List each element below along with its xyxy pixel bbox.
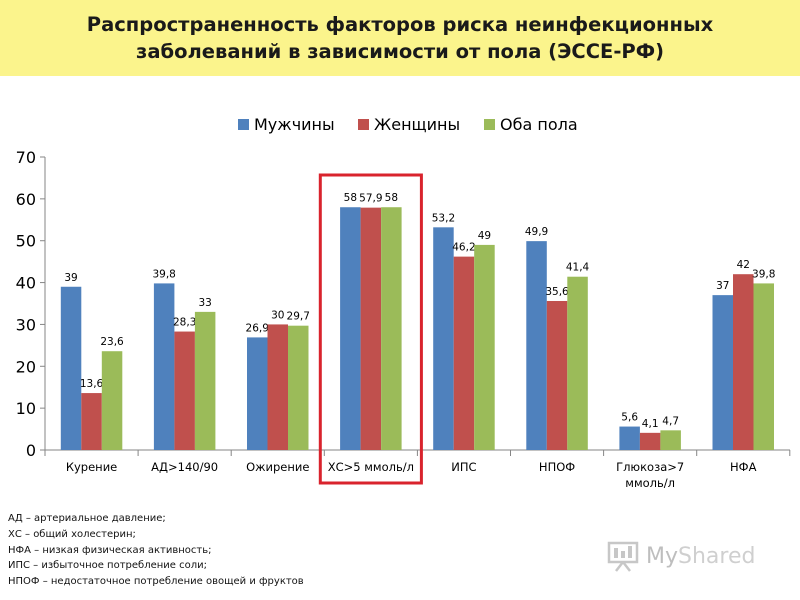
bar: [546, 300, 568, 450]
bar: [81, 393, 102, 450]
data-label: 58: [385, 192, 398, 204]
bar: [194, 311, 216, 450]
bar: [453, 256, 475, 450]
data-label: 26,9: [246, 322, 269, 334]
chart-title-line-2: заболеваний в зависимости от пола (ЭССЕ-…: [136, 40, 664, 63]
data-label: 13,6: [80, 378, 104, 390]
bar: [639, 432, 661, 450]
footnote: АД – артериальное давление;: [8, 513, 166, 524]
footnotes: АД – артериальное давление; ХС – общий х…: [8, 511, 304, 590]
data-label: 37: [716, 280, 729, 292]
footnote: ИПС – избыточное потребление соли;: [8, 560, 207, 572]
data-label: 29,7: [287, 311, 310, 323]
bar: [288, 325, 309, 450]
legend-swatch: [484, 119, 495, 130]
footnote: ХС – общий холестерин;: [8, 528, 136, 540]
chart-title-line-1: Распространенность факторов риска неинфе…: [86, 13, 714, 36]
data-label: 39,8: [752, 268, 775, 280]
bar: [567, 276, 588, 450]
x-tick-label: АД>140/90: [151, 460, 218, 474]
y-tick-label: 10: [16, 399, 36, 418]
y-tick-label: 40: [16, 274, 36, 293]
data-label: 33: [198, 297, 211, 309]
y-tick-label: 0: [26, 441, 36, 460]
y-tick-label: 20: [16, 357, 36, 376]
bar: [340, 207, 361, 450]
footnote: НФА – низкая физическая активность;: [8, 544, 212, 556]
y-tick-label: 50: [16, 232, 36, 251]
x-tick-label: ХС>5 ммоль/л: [328, 460, 414, 474]
watermark-text-shared: Shared: [678, 543, 756, 569]
y-tick-label: 60: [16, 190, 36, 209]
bar: [247, 337, 268, 450]
x-tick-label: НФА: [730, 460, 757, 474]
x-tick-label: ммоль/л: [625, 476, 675, 490]
highlight-frame: [318, 173, 423, 485]
bar: [60, 286, 82, 450]
legend-label: Оба пола: [500, 115, 578, 134]
data-label: 35,6: [545, 286, 569, 298]
data-label: 4,7: [662, 415, 679, 427]
bar: [101, 351, 123, 450]
footnote: НПОФ – недостаточное потребление овощей …: [8, 576, 304, 588]
bar: [619, 426, 640, 450]
bar: [733, 274, 754, 450]
data-label: 39: [64, 272, 77, 284]
x-tick-label: Курение: [66, 460, 117, 474]
x-tick-label: НПОФ: [539, 460, 575, 474]
bar: [474, 244, 495, 450]
legend-swatch: [238, 119, 249, 130]
data-label: 49,9: [525, 226, 548, 238]
data-label: 58: [344, 192, 357, 204]
data-label: 39,8: [152, 268, 175, 280]
data-label: 23,6: [100, 336, 124, 348]
x-tick-label: Глюкоза>7: [616, 460, 684, 474]
data-label: 53,2: [432, 212, 455, 224]
watermark: MyShared: [606, 536, 766, 576]
data-label: 4,1: [642, 418, 659, 430]
data-label: 46,2: [452, 242, 475, 254]
y-tick-label: 70: [16, 148, 36, 167]
bar: [174, 331, 195, 450]
data-label: 28,3: [173, 317, 196, 329]
bar: [433, 227, 454, 450]
presentation-board-icon: [607, 541, 639, 572]
data-label: 5,6: [621, 412, 638, 424]
data-label: 41,4: [566, 262, 590, 274]
x-tick-label: Ожирение: [246, 460, 309, 474]
data-label: 30: [271, 309, 284, 321]
bar: [153, 283, 175, 450]
bar: [267, 324, 288, 450]
y-tick-label: 30: [16, 315, 36, 334]
legend-label: Женщины: [374, 115, 460, 134]
bar: [360, 207, 382, 450]
legend-label: Мужчины: [254, 115, 335, 134]
bar: [753, 283, 774, 450]
bar: [660, 430, 681, 450]
watermark-text-my: My: [646, 543, 679, 569]
title-band: Распространенность факторов риска неинфе…: [0, 0, 800, 76]
legend-swatch: [358, 119, 369, 130]
data-label: 49: [478, 230, 491, 242]
bar: [381, 207, 402, 450]
bar: [526, 241, 547, 450]
data-label: 42: [737, 259, 750, 271]
x-tick-label: ИПС: [451, 460, 476, 474]
bar: [712, 295, 733, 450]
data-label: 57,9: [359, 193, 382, 205]
